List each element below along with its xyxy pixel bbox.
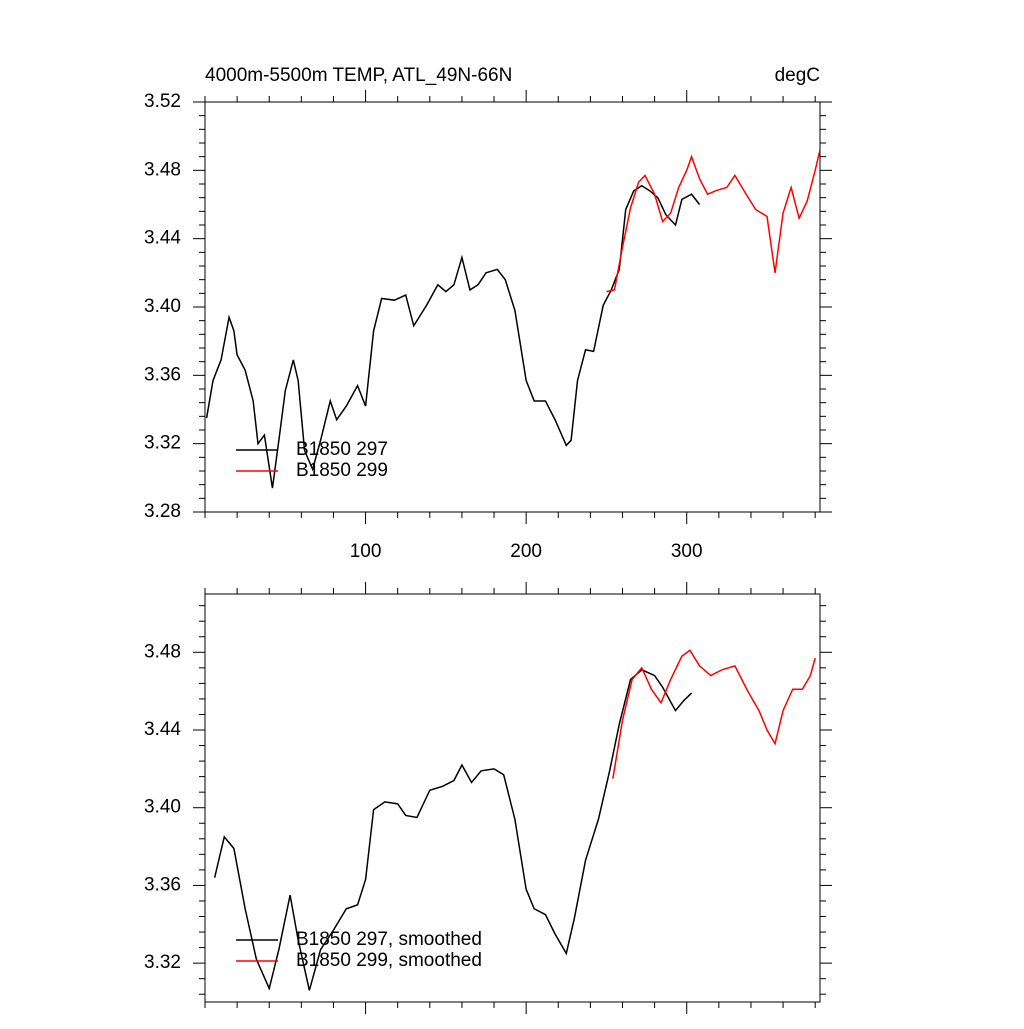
series-line — [205, 184, 701, 489]
legend-label: B1850 299, smoothed — [296, 950, 482, 971]
y-tick-label: 3.36 — [144, 364, 181, 385]
legend-label: B1850 299 — [296, 460, 388, 481]
y-tick-label: 3.44 — [144, 228, 181, 249]
y-tick-label: 3.32 — [144, 952, 181, 973]
y-tick-label: 3.44 — [144, 719, 181, 740]
y-tick-label: 3.32 — [144, 433, 181, 454]
y-tick-label: 3.40 — [144, 296, 181, 317]
x-tick-label: 200 — [510, 541, 542, 562]
chart-title: 4000m-5500m TEMP, ATL_49N-66N — [205, 65, 512, 86]
y-tick-label: 3.52 — [144, 91, 181, 112]
series-line — [612, 649, 816, 779]
y-tick-label: 3.36 — [144, 874, 181, 895]
plot-frame — [204, 593, 821, 1003]
legend-label: B1850 297, smoothed — [296, 929, 482, 950]
y-tick-label: 3.28 — [144, 501, 181, 522]
y-tick-label: 3.40 — [144, 797, 181, 818]
plot-lines — [213, 649, 816, 991]
units-label: degC — [775, 65, 820, 86]
series-line — [213, 668, 693, 991]
x-tick-label: 100 — [350, 541, 382, 562]
y-tick-label: 3.48 — [144, 159, 181, 180]
plot-lines — [205, 149, 820, 489]
legend-label: B1850 297 — [296, 439, 388, 460]
y-tick-label: 3.48 — [144, 641, 181, 662]
x-tick-label: 300 — [671, 541, 703, 562]
series-line — [606, 149, 820, 293]
